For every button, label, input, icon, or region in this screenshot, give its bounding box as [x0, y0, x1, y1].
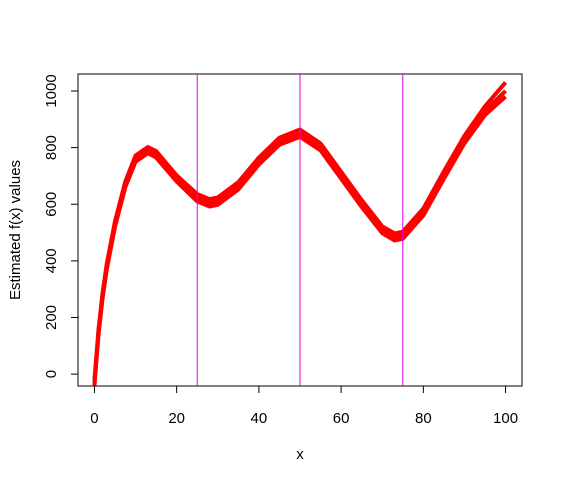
- x-axis-label: x: [296, 446, 304, 463]
- x-tick-label: 80: [415, 410, 432, 427]
- x-tick-label: 0: [90, 410, 98, 427]
- y-tick-label: 200: [43, 305, 60, 330]
- y-axis-label: Estimated f(x) values: [7, 160, 24, 300]
- x-tick-label: 60: [333, 410, 350, 427]
- y-tick-label: 600: [43, 192, 60, 217]
- y-tick-label: 1000: [43, 74, 60, 107]
- x-tick-label: 100: [493, 410, 518, 427]
- y-tick-label: 400: [43, 248, 60, 273]
- y-tick-label: 0: [43, 370, 60, 378]
- y-tick-label: 800: [43, 135, 60, 160]
- x-tick-label: 20: [168, 410, 185, 427]
- series-line: [92, 81, 508, 380]
- x-tick-label: 40: [251, 410, 268, 427]
